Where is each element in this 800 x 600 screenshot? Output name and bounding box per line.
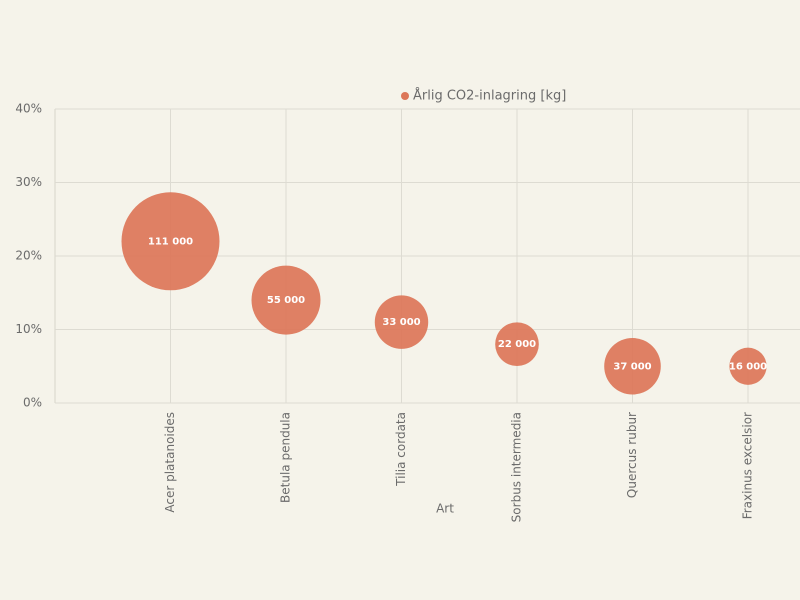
data-label: 16 000 (729, 361, 767, 372)
legend-label: Årlig CO2-inlagring [kg] (413, 88, 566, 104)
y-tick-label: 30% (15, 175, 42, 189)
data-label: 33 000 (382, 317, 420, 328)
y-tick-label: 0% (23, 396, 42, 410)
x-tick-label: Fraxinus excelsior (741, 412, 755, 519)
bubble (604, 337, 661, 395)
legend-marker (401, 92, 409, 100)
bubble (374, 295, 429, 349)
y-tick-label: 10% (15, 322, 42, 336)
x-tick-label: Betula pendula (279, 412, 293, 503)
y-tick-label: 40% (15, 102, 42, 116)
x-tick-label: Quercus rubur (625, 412, 639, 498)
data-label: 22 000 (498, 339, 536, 350)
bubble (495, 322, 539, 367)
data-label: 111 000 (148, 236, 193, 247)
x-axis-title: Art (436, 502, 454, 516)
data-label: 37 000 (613, 361, 651, 372)
data-label: 55 000 (267, 295, 305, 306)
x-tick-label: Acer platanoides (163, 412, 177, 513)
y-tick-label: 20% (15, 249, 42, 263)
x-tick-label: Sorbus intermedia (510, 412, 524, 522)
bubble (729, 347, 767, 385)
bubble (121, 192, 220, 291)
bubble (251, 265, 321, 335)
x-tick-label: Tilia cordata (394, 412, 408, 487)
